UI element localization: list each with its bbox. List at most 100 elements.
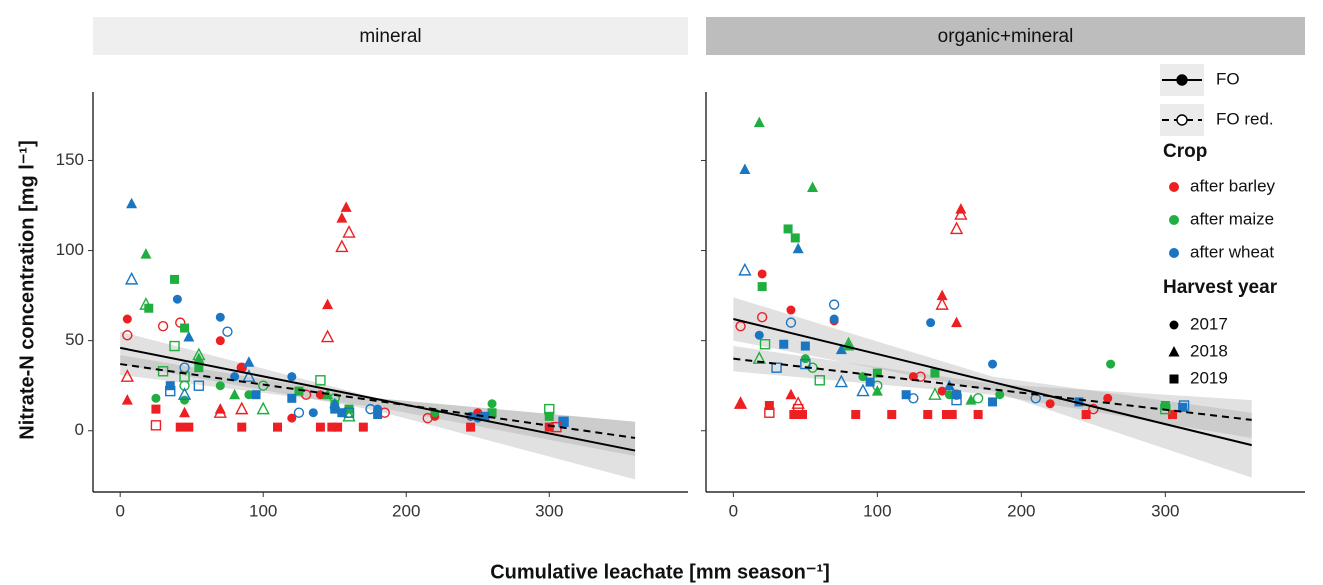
data-point	[294, 386, 304, 396]
legend-label: after barley	[1190, 176, 1276, 195]
confidence-band	[733, 346, 1252, 438]
legend-label: FO red.	[1216, 109, 1274, 128]
data-point	[337, 408, 347, 418]
data-point	[923, 410, 933, 420]
data-point	[215, 336, 225, 346]
y-tick-label: 0	[75, 420, 84, 439]
data-point	[122, 330, 133, 341]
data-point	[856, 383, 870, 397]
data-point	[834, 374, 849, 388]
data-point	[213, 405, 227, 418]
data-point	[293, 407, 305, 418]
data-point	[230, 372, 240, 382]
data-point	[184, 422, 194, 432]
legend-marker	[1169, 320, 1179, 330]
data-point	[771, 362, 782, 373]
x-tick-label: 200	[1007, 501, 1035, 520]
data-point	[1103, 393, 1113, 403]
data-point	[754, 330, 764, 340]
data-point	[157, 366, 169, 377]
legend-label: FO	[1216, 69, 1240, 88]
data-point	[792, 403, 804, 415]
fit-line	[120, 363, 636, 439]
data-point	[287, 372, 297, 382]
data-point	[466, 422, 476, 432]
data-point	[1160, 401, 1170, 411]
data-point	[1106, 359, 1116, 369]
facet-title: mineral	[359, 26, 421, 47]
data-point	[287, 413, 297, 423]
data-point	[244, 390, 254, 400]
fit-line	[733, 318, 1252, 447]
data-point	[126, 197, 138, 209]
data-point	[828, 299, 840, 310]
data-point	[343, 407, 355, 418]
legend-marker	[1176, 74, 1188, 86]
data-point	[480, 411, 490, 421]
data-point	[140, 248, 152, 259]
y-tick-label: 50	[65, 330, 84, 349]
data-point	[790, 233, 800, 243]
data-point	[797, 410, 807, 420]
data-point	[287, 393, 297, 403]
data-point	[908, 372, 918, 382]
data-point	[1178, 400, 1190, 411]
x-tick-label: 0	[729, 501, 738, 520]
x-tick-label: 100	[863, 501, 891, 520]
data-point	[800, 341, 810, 351]
data-point	[835, 343, 847, 355]
data-point	[951, 316, 963, 328]
data-point	[947, 410, 957, 420]
data-point	[764, 407, 775, 418]
data-point	[779, 339, 789, 349]
data-point	[995, 390, 1005, 400]
legend-marker	[1169, 182, 1179, 192]
data-point	[327, 422, 337, 432]
data-point	[973, 410, 983, 420]
data-point	[215, 381, 225, 391]
data-point	[949, 221, 964, 235]
legend-label: 2018	[1190, 341, 1228, 360]
facet-strip	[93, 17, 688, 55]
x-axis-title: Cumulative leachate [mm season⁻¹]	[490, 561, 830, 583]
data-point	[193, 380, 205, 391]
data-point	[872, 368, 882, 378]
data-point	[222, 326, 233, 337]
data-point	[915, 371, 926, 382]
x-tick-label: 0	[115, 501, 124, 520]
data-point	[1168, 410, 1178, 420]
data-point	[785, 388, 797, 400]
data-point	[752, 351, 766, 364]
x-tick-label: 300	[1151, 501, 1179, 520]
data-point	[180, 395, 190, 405]
legend-label: 2017	[1190, 314, 1228, 333]
data-point	[170, 274, 180, 284]
y-axis-title: Nitrate-N concentration [mg l⁻¹]	[16, 140, 38, 439]
data-point	[151, 393, 161, 403]
data-point	[559, 417, 569, 427]
data-point	[320, 329, 335, 343]
data-point	[544, 422, 554, 432]
data-point	[753, 116, 765, 128]
data-point	[169, 340, 180, 352]
data-point	[800, 354, 810, 364]
data-point	[237, 422, 247, 432]
data-point	[735, 397, 747, 409]
data-point	[930, 368, 940, 378]
data-point	[273, 422, 283, 432]
data-point	[315, 422, 325, 432]
data-point	[951, 394, 962, 406]
data-point	[340, 201, 352, 212]
data-point	[814, 375, 825, 386]
data-point	[214, 403, 226, 414]
data-point	[315, 375, 326, 386]
data-point	[937, 386, 947, 396]
data-point	[165, 381, 175, 391]
legend-title: Crop	[1163, 141, 1207, 162]
data-point	[756, 312, 768, 323]
data-point	[738, 262, 752, 276]
data-point	[733, 396, 748, 409]
data-point	[936, 289, 948, 301]
data-point	[365, 403, 376, 415]
data-point	[235, 401, 249, 415]
